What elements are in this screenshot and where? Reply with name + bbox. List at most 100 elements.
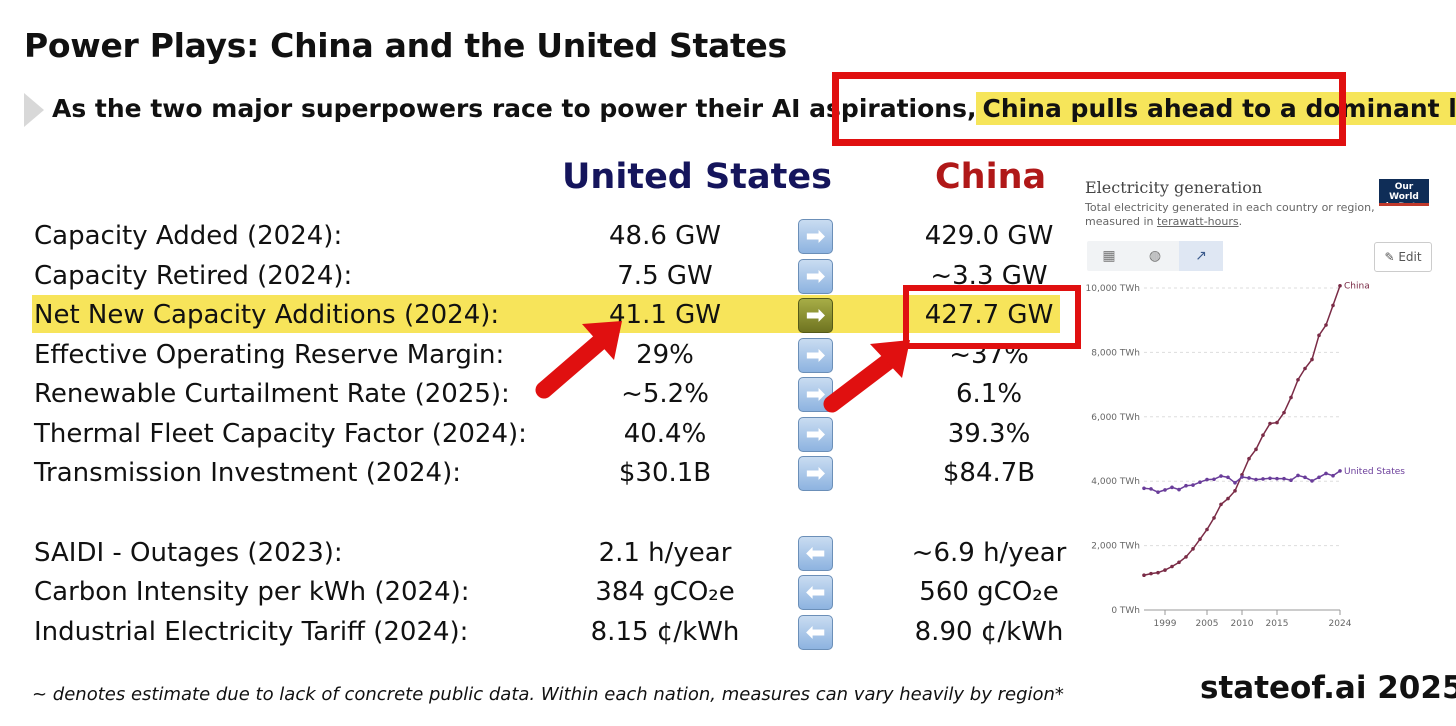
page-title: Power Plays: China and the United States bbox=[24, 26, 787, 65]
owid-logo-line-1: Our World bbox=[1389, 182, 1419, 202]
us-value: 7.5 GW bbox=[617, 261, 713, 291]
table-row: Carbon Intensity per kWh (2024): 384 gCO₂… bbox=[0, 571, 1070, 611]
x-tick-label: 1999 bbox=[1154, 619, 1177, 629]
row-label: Capacity Retired (2024): bbox=[34, 261, 353, 291]
arrow-right-icon: ➡ bbox=[798, 219, 833, 254]
data-point bbox=[1198, 537, 1202, 541]
china-value: 429.0 GW bbox=[924, 221, 1054, 251]
table-row: Capacity Added (2024): 48.6 GW ➡ 429.0 GW bbox=[0, 215, 1070, 255]
data-point bbox=[1303, 366, 1307, 371]
data-point bbox=[1275, 420, 1279, 425]
callout-box-subtitle bbox=[832, 72, 1346, 146]
us-value: ~5.2% bbox=[621, 379, 709, 409]
brand-label: stateof.ai 2025 bbox=[1200, 670, 1456, 706]
arrow-right-icon: ➡ bbox=[798, 338, 833, 373]
data-point bbox=[1226, 475, 1230, 480]
y-tick-label: 2,000 TWh bbox=[1091, 542, 1140, 552]
data-point bbox=[1247, 476, 1251, 480]
bullet-triangle-icon bbox=[24, 93, 44, 127]
data-point bbox=[1275, 476, 1279, 481]
chart-subtitle: Total electricity generated in each coun… bbox=[1085, 201, 1385, 229]
data-point bbox=[1296, 473, 1300, 478]
us-value: 2.1 h/year bbox=[598, 538, 732, 568]
data-point bbox=[1247, 456, 1251, 461]
china-value: 560 gCO₂e bbox=[919, 577, 1059, 607]
data-point bbox=[1310, 357, 1314, 362]
arrow-left-icon: ⬅ bbox=[798, 575, 833, 610]
data-point bbox=[1142, 573, 1146, 578]
arrow-right-icon: ➡ bbox=[798, 417, 833, 452]
row-label: SAIDI - Outages (2023): bbox=[34, 538, 343, 568]
china-value: ~6.9 h/year bbox=[911, 538, 1067, 568]
row-label: Thermal Fleet Capacity Factor (2024): bbox=[34, 419, 527, 449]
chart-subtitle-end: . bbox=[1238, 215, 1243, 228]
data-point bbox=[1149, 571, 1153, 576]
chart-view-icon[interactable]: ↗ bbox=[1179, 241, 1223, 271]
row-label: Capacity Added (2024): bbox=[34, 221, 343, 251]
electricity-chart: 0 TWh 2,000 TWh 4,000 TWh 6,000 TWh 8,000 TW… bbox=[1086, 282, 1406, 629]
y-tick-label: 4,000 TWh bbox=[1091, 477, 1140, 487]
us-value: 29% bbox=[636, 340, 694, 370]
data-point bbox=[1289, 395, 1293, 400]
table-row: Net New Capacity Additions (2024): 41.1 G… bbox=[0, 294, 1070, 334]
data-point bbox=[1184, 555, 1188, 559]
chart-panel: Electricity generation Total electricity… bbox=[1072, 170, 1442, 640]
data-point bbox=[1254, 447, 1258, 452]
data-point bbox=[1219, 502, 1223, 507]
owid-logo: Our World in Data bbox=[1379, 179, 1429, 212]
callout-box-china-net-capacity bbox=[903, 285, 1081, 349]
us-value: 41.1 GW bbox=[608, 300, 721, 330]
data-point bbox=[1310, 479, 1314, 483]
map-view-icon[interactable]: ◍ bbox=[1148, 248, 1162, 264]
chart-subtitle-link[interactable]: terawatt-hours bbox=[1156, 215, 1239, 228]
data-point bbox=[1317, 475, 1321, 480]
data-point bbox=[1261, 433, 1265, 437]
table-view-icon[interactable]: ▦ bbox=[1102, 248, 1116, 264]
data-point bbox=[1163, 568, 1167, 572]
table-row: Industrial Electricity Tariff (2024): 8.1… bbox=[0, 611, 1070, 651]
data-point bbox=[1163, 488, 1167, 492]
row-highlight bbox=[32, 295, 1060, 333]
data-point bbox=[1261, 477, 1265, 481]
series-label: China bbox=[1344, 282, 1370, 292]
data-point bbox=[1282, 410, 1286, 415]
y-tick-label: 0 TWh bbox=[1111, 606, 1140, 616]
data-point bbox=[1205, 477, 1209, 482]
data-point bbox=[1156, 570, 1160, 575]
footnote: ~ denotes estimate due to lack of concre… bbox=[32, 684, 1064, 705]
x-tick-label: 2005 bbox=[1196, 619, 1219, 629]
china-value: 39.3% bbox=[947, 419, 1031, 449]
row-label: Transmission Investment (2024): bbox=[34, 458, 461, 488]
x-tick-label: 2024 bbox=[1329, 619, 1352, 629]
data-point bbox=[1177, 487, 1181, 492]
red-pointer-arrow-icon bbox=[535, 321, 622, 399]
y-tick-label: 10,000 TWh bbox=[1086, 284, 1140, 294]
data-point bbox=[1212, 477, 1216, 482]
us-value: 48.6 GW bbox=[608, 221, 721, 251]
data-point bbox=[1170, 564, 1174, 569]
data-point bbox=[1282, 476, 1286, 481]
us-value: $30.1B bbox=[618, 458, 712, 488]
row-label: Effective Operating Reserve Margin: bbox=[34, 340, 505, 370]
arrow-left-icon: ⬅ bbox=[798, 615, 833, 650]
china-value: 427.7 GW bbox=[924, 300, 1054, 330]
x-tick-label: 2015 bbox=[1266, 619, 1289, 629]
edit-button[interactable]: ✎ Edit bbox=[1374, 242, 1432, 272]
table-row: SAIDI - Outages (2023): 2.1 h/year ⬅ ~6.9 h… bbox=[0, 532, 1070, 572]
data-point bbox=[1324, 471, 1328, 476]
data-point bbox=[1317, 333, 1321, 338]
subtitle-highlight: China pulls ahead to a dominant lead: bbox=[976, 92, 1456, 125]
data-point bbox=[1219, 474, 1223, 478]
row-label: Renewable Curtailment Rate (2025): bbox=[34, 379, 510, 409]
data-point bbox=[1205, 527, 1209, 532]
data-point bbox=[1156, 490, 1160, 494]
arrow-right-icon: ➡ bbox=[798, 456, 833, 491]
data-point bbox=[1226, 496, 1230, 501]
chart-subtitle-lead: Total electricity generated in each coun… bbox=[1085, 201, 1375, 228]
data-point bbox=[1338, 469, 1342, 473]
data-point bbox=[1212, 516, 1216, 520]
y-tick-label: 8,000 TWh bbox=[1091, 348, 1140, 358]
row-label: Industrial Electricity Tariff (2024): bbox=[34, 617, 469, 647]
data-point bbox=[1338, 283, 1342, 288]
column-header-us: United States bbox=[562, 157, 832, 197]
